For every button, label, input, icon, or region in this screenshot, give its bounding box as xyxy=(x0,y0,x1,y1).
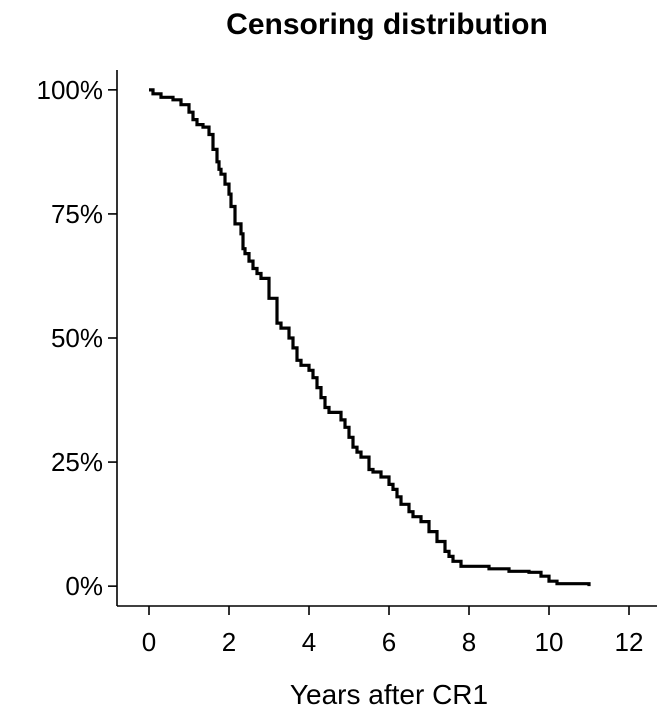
x-tick-label: 2 xyxy=(222,627,236,657)
y-tick-label: 25% xyxy=(51,447,103,477)
x-tick-label: 0 xyxy=(142,627,156,657)
series-group xyxy=(149,88,591,587)
x-tick-label: 12 xyxy=(615,627,644,657)
series-line xyxy=(149,88,591,587)
chart-title: Censoring distribution xyxy=(226,8,548,41)
x-tick-label: 8 xyxy=(462,627,476,657)
axes: 0% 25% 50% 75% 100% 0 2 4 6 8 10 12 xyxy=(37,70,657,657)
x-tick-label: 4 xyxy=(302,627,316,657)
x-tick-label: 6 xyxy=(382,627,396,657)
y-tick-label: 100% xyxy=(37,75,104,105)
y-tick-label: 50% xyxy=(51,323,103,353)
y-tick-label: 75% xyxy=(51,199,103,229)
y-tick-label: 0% xyxy=(65,571,103,601)
x-axis-label: Years after CR1 xyxy=(290,679,488,710)
x-tick-label: 10 xyxy=(535,627,564,657)
